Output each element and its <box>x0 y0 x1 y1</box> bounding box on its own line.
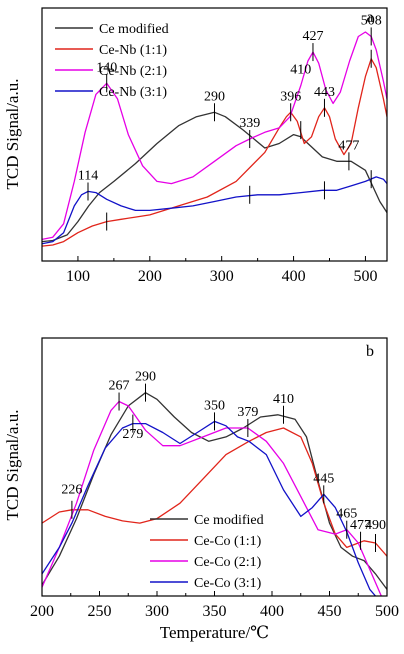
panel-label: b <box>366 343 374 360</box>
peak-label: 290 <box>204 89 225 104</box>
y-axis-label: TCD Signal/a.u. <box>3 79 22 190</box>
series-group <box>42 31 387 247</box>
peak-label: 396 <box>280 89 301 104</box>
legend: Ce modified Ce-Co (1:1) Ce-Co (2:1) Ce-Co (… <box>150 513 264 591</box>
peak-label: 477 <box>338 138 359 153</box>
x-tick-label: 200 <box>138 268 162 285</box>
legend-label: Ce-Nb (3:1) <box>99 85 167 100</box>
panel-b: 200 250 300 350 400 450 500 TCD Signal/a.u. Temp… <box>3 337 399 642</box>
legend-label: Ce-Co (2:1) <box>194 555 262 570</box>
peak-label: 290 <box>135 370 156 385</box>
peak-label: 410 <box>273 392 294 407</box>
peak-label: 490 <box>365 518 386 533</box>
legend-label: Ce-Co (1:1) <box>194 534 262 549</box>
peak-label: 267 <box>109 379 130 394</box>
peak-label: 477 <box>350 518 371 533</box>
x-tick-label: 300 <box>145 603 169 620</box>
series-line-0 <box>42 392 387 590</box>
y-axis-label: TCD Signal/a.u. <box>3 410 22 521</box>
peak-label: 379 <box>237 405 258 420</box>
x-axis-label: Temperature/℃ <box>160 623 269 642</box>
peak-label: 445 <box>313 471 334 486</box>
peak-label: 427 <box>302 29 323 44</box>
series-line-2 <box>42 400 382 596</box>
peak-label: 226 <box>61 482 82 497</box>
peak-label: 114 <box>78 168 98 183</box>
legend-label: Ce-Nb (2:1) <box>99 64 167 79</box>
peak-label: 339 <box>239 116 260 131</box>
series-line-2 <box>42 31 387 241</box>
x-tick-label: 300 <box>210 268 234 285</box>
series-group <box>42 392 387 596</box>
peak-label: 140 <box>96 60 117 75</box>
legend-label: Ce-Co (3:1) <box>194 576 262 591</box>
legend-label: Ce-Nb (1:1) <box>99 43 167 58</box>
x-tick-label: 350 <box>203 603 227 620</box>
peak-label: 410 <box>290 63 311 78</box>
x-tick-label: 200 <box>30 603 54 620</box>
panel-label: a <box>366 9 373 26</box>
series-line-3 <box>42 176 387 245</box>
peak-label: 508 <box>361 13 382 28</box>
series-line-1 <box>42 58 387 247</box>
peak-label: 350 <box>204 398 225 413</box>
x-tick-label: 500 <box>353 268 377 285</box>
series-line-0 <box>42 111 387 243</box>
legend-label: Ce modified <box>99 22 169 37</box>
peak-label: 443 <box>314 85 335 100</box>
peak-label: 279 <box>122 427 143 442</box>
plot-frame <box>41 7 388 262</box>
x-tick-label: 100 <box>66 268 90 285</box>
legend-label: Ce modified <box>194 513 264 528</box>
x-tick-label: 400 <box>260 603 284 620</box>
peak-label: 465 <box>336 507 357 522</box>
x-tick-label: 400 <box>282 268 306 285</box>
series-line-3 <box>42 420 376 596</box>
panel-a: 100 200 300 400 500 TCD Signal/a.u. a 140 290 339… <box>3 7 388 285</box>
legend: Ce modified Ce-Nb (1:1) Ce-Nb (2:1) Ce-Nb (… <box>55 22 169 100</box>
x-tick-label: 450 <box>318 603 342 620</box>
x-tick-label: 250 <box>88 603 112 620</box>
x-tick-label: 500 <box>375 603 399 620</box>
